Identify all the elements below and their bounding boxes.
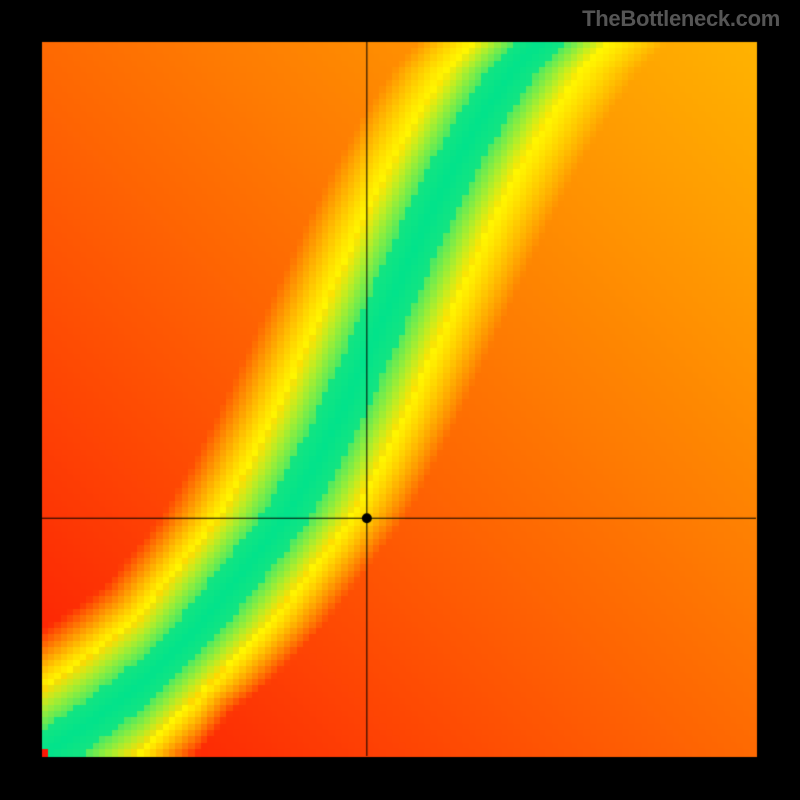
chart-container: TheBottleneck.com	[0, 0, 800, 800]
bottleneck-heatmap	[0, 0, 800, 800]
attribution-text: TheBottleneck.com	[582, 6, 780, 32]
